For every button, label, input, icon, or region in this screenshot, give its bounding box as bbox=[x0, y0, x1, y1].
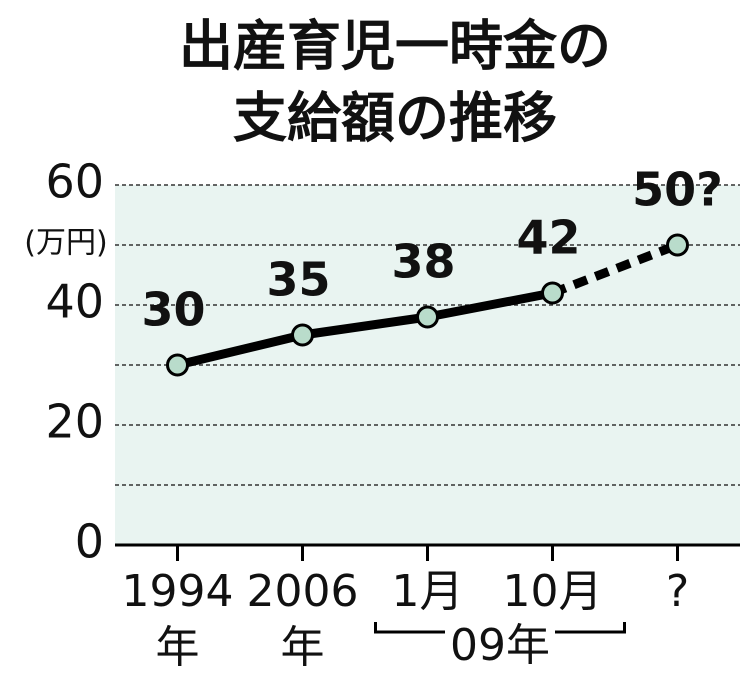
x-tick-label: 2006 bbox=[247, 566, 359, 617]
value-label: 30 bbox=[141, 283, 205, 337]
y-tick-label: 20 bbox=[45, 395, 104, 449]
y-tick-label: 0 bbox=[75, 515, 104, 569]
value-label: 42 bbox=[516, 211, 580, 265]
y-tick-label: 40 bbox=[45, 275, 104, 329]
marker bbox=[416, 305, 439, 329]
group-label: 09年 bbox=[450, 620, 550, 671]
x-tick-label: 1994 bbox=[122, 566, 234, 617]
x-tick-label: 年 bbox=[281, 622, 325, 673]
value-label: 35 bbox=[266, 253, 330, 307]
line-segment bbox=[301, 312, 429, 340]
line-segment bbox=[426, 288, 554, 322]
y-unit-label: (万円) bbox=[24, 226, 107, 261]
x-tick-label: ? bbox=[666, 566, 689, 617]
marker bbox=[291, 323, 314, 347]
chart-title: 支給額の推移 bbox=[233, 87, 557, 150]
marker bbox=[666, 233, 689, 257]
x-tick-label: 10月 bbox=[503, 566, 603, 617]
marker bbox=[166, 353, 189, 377]
value-label: 50? bbox=[632, 163, 723, 217]
y-tick-label: 60 bbox=[45, 155, 104, 209]
value-label: 38 bbox=[391, 235, 455, 289]
group-bracket bbox=[374, 622, 626, 634]
marker bbox=[541, 281, 564, 305]
x-tick-label: 年 bbox=[156, 622, 200, 673]
chart-title: 出産育児一時金の bbox=[179, 15, 611, 78]
x-tick-label: 1月 bbox=[392, 566, 464, 617]
line-segment bbox=[176, 330, 304, 370]
